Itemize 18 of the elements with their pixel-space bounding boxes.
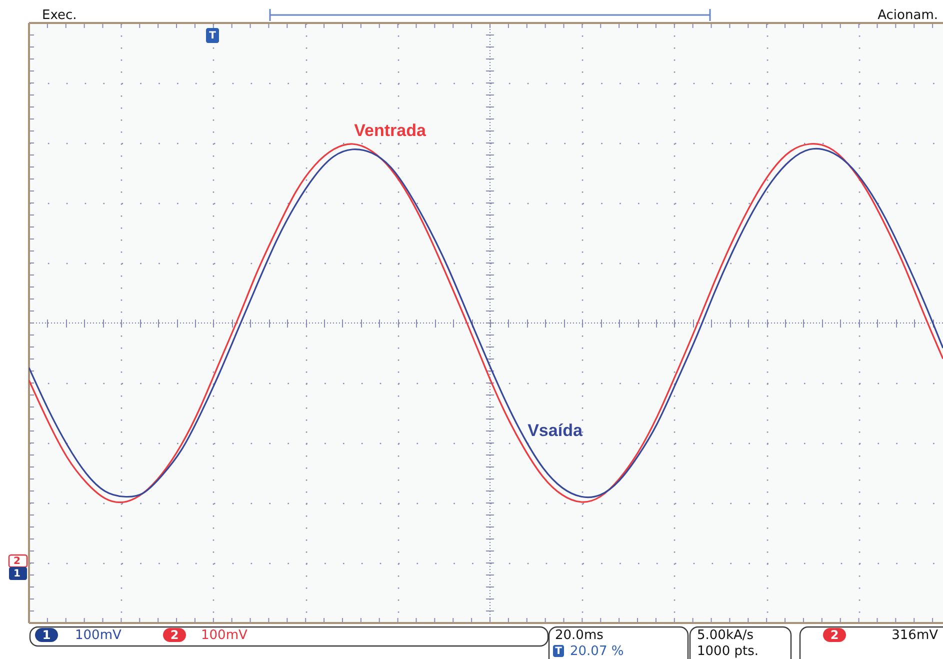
text: 2 <box>830 628 839 642</box>
text: Exec. <box>42 8 77 23</box>
text: 100mV <box>75 628 122 643</box>
text: 100mV <box>201 628 248 643</box>
text: 20.0ms <box>555 628 604 643</box>
text: Acionam. <box>878 8 938 23</box>
text: 20.07 % <box>570 644 624 659</box>
series-label: Vsaída <box>528 421 583 440</box>
text: 316mV <box>892 628 938 643</box>
text: 1 <box>14 568 21 580</box>
text: T <box>555 646 562 657</box>
text: 1 <box>42 628 51 642</box>
text: T <box>209 30 216 42</box>
text: 5.00kA/s <box>697 628 754 643</box>
text: 2 <box>14 556 21 567</box>
text: 2 <box>170 628 179 642</box>
text: 1000 pts. <box>697 644 758 659</box>
series-label: Ventrada <box>354 121 426 140</box>
